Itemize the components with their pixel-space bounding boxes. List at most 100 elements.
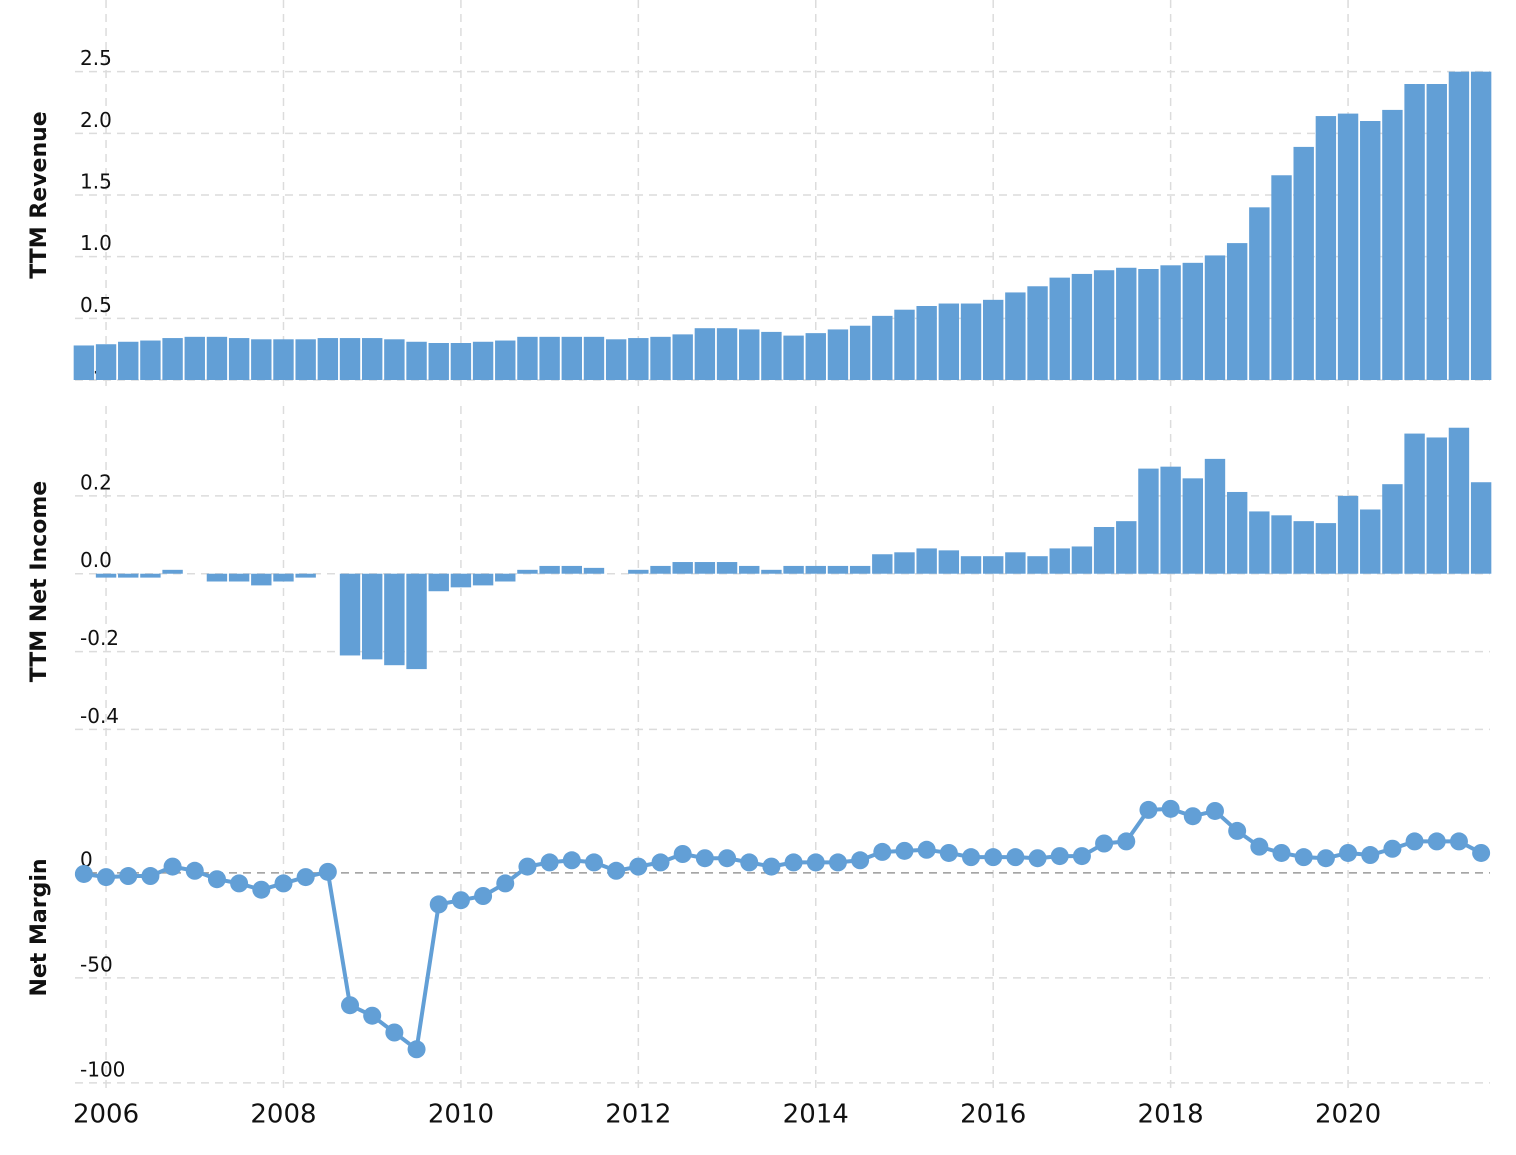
bar bbox=[694, 328, 716, 380]
y-tick-label: 0.0 bbox=[80, 548, 112, 572]
bar bbox=[384, 339, 405, 380]
bar bbox=[73, 345, 95, 380]
point bbox=[341, 996, 360, 1015]
bar bbox=[1249, 207, 1270, 380]
bar bbox=[1182, 262, 1204, 380]
point bbox=[1095, 834, 1114, 853]
point bbox=[873, 842, 892, 861]
bar bbox=[650, 565, 671, 574]
bar bbox=[1027, 556, 1048, 574]
bar bbox=[761, 569, 782, 574]
bar bbox=[140, 573, 161, 578]
y-tick-label: 1.5 bbox=[80, 170, 112, 194]
y-tick-label: -0.4 bbox=[80, 704, 119, 728]
point bbox=[562, 851, 581, 870]
point bbox=[97, 868, 116, 887]
bar bbox=[916, 548, 937, 574]
point bbox=[74, 864, 93, 883]
bar bbox=[206, 336, 228, 380]
bar bbox=[938, 550, 960, 574]
point bbox=[1427, 832, 1446, 851]
bar bbox=[1249, 511, 1270, 574]
x-tick-label: 2020 bbox=[1315, 1100, 1381, 1130]
bar bbox=[1093, 527, 1115, 574]
point bbox=[119, 867, 138, 886]
bar bbox=[428, 343, 449, 380]
point bbox=[1405, 832, 1424, 851]
point bbox=[895, 841, 914, 860]
point bbox=[207, 870, 226, 889]
bar bbox=[1448, 71, 1470, 381]
bar bbox=[783, 335, 804, 380]
bar bbox=[872, 554, 893, 574]
bar bbox=[162, 569, 183, 574]
point bbox=[474, 887, 493, 905]
bar bbox=[1116, 267, 1137, 380]
bar bbox=[1360, 509, 1381, 574]
bar bbox=[827, 565, 849, 574]
point bbox=[1294, 848, 1313, 867]
y-axis-title: Net Margin bbox=[27, 858, 52, 996]
bar bbox=[361, 573, 383, 660]
bar bbox=[472, 573, 494, 586]
y-tick-label: 2.5 bbox=[80, 46, 112, 70]
bar bbox=[1382, 109, 1403, 381]
bar bbox=[561, 336, 583, 380]
y-axis-title: TTM Net Income bbox=[27, 481, 52, 682]
bar bbox=[472, 341, 494, 380]
bar bbox=[739, 329, 760, 380]
x-tick-label: 2018 bbox=[1138, 1100, 1204, 1130]
bar bbox=[339, 573, 361, 656]
bar bbox=[716, 328, 738, 380]
bar bbox=[982, 556, 1004, 574]
point bbox=[695, 849, 714, 868]
point bbox=[318, 862, 337, 881]
bar bbox=[361, 338, 383, 380]
x-tick-label: 2010 bbox=[428, 1100, 494, 1130]
bar bbox=[1226, 491, 1248, 574]
point bbox=[1228, 821, 1247, 840]
point bbox=[1139, 800, 1158, 819]
bar bbox=[273, 573, 294, 582]
point bbox=[252, 880, 271, 899]
bar bbox=[251, 573, 272, 586]
point bbox=[584, 853, 603, 872]
bar bbox=[495, 573, 516, 582]
bar bbox=[694, 562, 716, 574]
point bbox=[784, 853, 803, 872]
bar bbox=[960, 556, 982, 574]
point bbox=[1050, 847, 1069, 866]
bar bbox=[206, 573, 228, 582]
bar bbox=[1426, 437, 1447, 574]
bar bbox=[406, 341, 427, 380]
bar bbox=[228, 573, 250, 582]
point bbox=[163, 857, 182, 876]
point bbox=[363, 1006, 382, 1025]
y-axis-title: TTM Revenue bbox=[27, 111, 52, 278]
point bbox=[274, 874, 293, 893]
bar bbox=[1182, 478, 1204, 574]
bar bbox=[583, 336, 605, 380]
point bbox=[518, 857, 537, 876]
bar bbox=[960, 303, 982, 380]
point bbox=[385, 1023, 404, 1042]
bar bbox=[827, 329, 849, 380]
bar bbox=[95, 573, 117, 578]
point bbox=[718, 849, 737, 868]
bar bbox=[1337, 495, 1359, 574]
point bbox=[1072, 847, 1091, 866]
point bbox=[939, 843, 958, 862]
bar bbox=[1293, 521, 1314, 574]
bar bbox=[1426, 84, 1447, 380]
bar bbox=[628, 569, 649, 574]
bar bbox=[1027, 286, 1048, 380]
y-tick-label: -100 bbox=[80, 1057, 125, 1081]
bar bbox=[1271, 175, 1292, 380]
bar bbox=[1160, 265, 1181, 380]
y-tick-label: 0.5 bbox=[80, 293, 112, 317]
point bbox=[1449, 832, 1468, 851]
bar bbox=[916, 306, 937, 380]
bar bbox=[384, 573, 405, 666]
y-tick-label: 2.0 bbox=[80, 108, 112, 132]
bar bbox=[628, 338, 649, 380]
